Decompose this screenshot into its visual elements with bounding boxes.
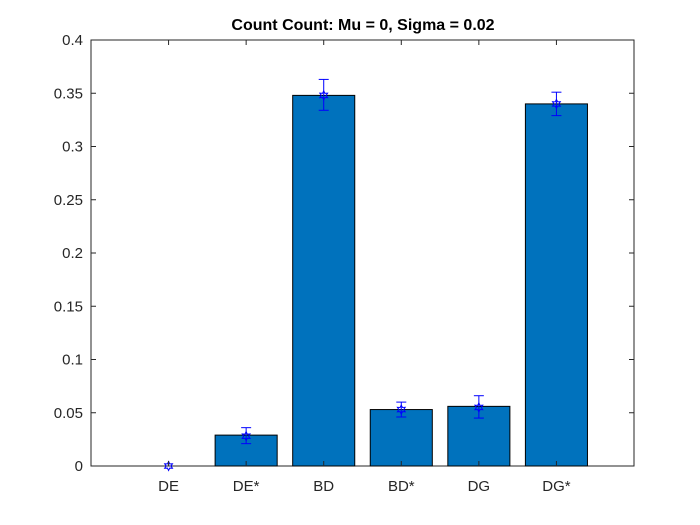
error-bar-marker (241, 430, 252, 442)
y-tick-label: 0.35 (54, 85, 83, 102)
bar-series (214, 94, 588, 467)
bar (524, 103, 588, 467)
y-tick-label: 0.15 (54, 298, 83, 315)
x-axis: DE DE* BD BD* DG DG* (158, 40, 571, 495)
error-bars (163, 78, 562, 472)
x-tick-label: DE (158, 478, 179, 495)
y-tick-label: 0.3 (62, 139, 83, 156)
x-tick-label: BD* (388, 478, 415, 495)
y-axis: 0 0.05 0.1 0.15 0.2 0.25 0.3 0.35 0.4 (54, 32, 634, 475)
x-tick-label: DG (468, 478, 491, 495)
error-bar-marker (473, 401, 484, 414)
error-bar-marker (396, 403, 407, 416)
y-tick-label: 0.4 (62, 32, 83, 49)
x-tick-label: DG* (542, 478, 571, 495)
x-tick-label: DE* (233, 478, 260, 495)
y-tick-label: 0.2 (62, 245, 83, 262)
chart-title: Count Count: Mu = 0, Sigma = 0.02 (231, 17, 494, 34)
y-tick-label: 0 (75, 458, 83, 475)
error-bar-marker (163, 460, 174, 472)
error-bar-marker (551, 98, 562, 110)
x-tick-label: BD (313, 478, 334, 495)
bar (292, 94, 356, 467)
y-tick-label: 0.25 (54, 192, 83, 209)
error-bar-marker (318, 89, 329, 102)
bar (369, 409, 433, 467)
y-tick-label: 0.05 (54, 405, 83, 422)
y-tick-label: 0.1 (62, 352, 83, 369)
